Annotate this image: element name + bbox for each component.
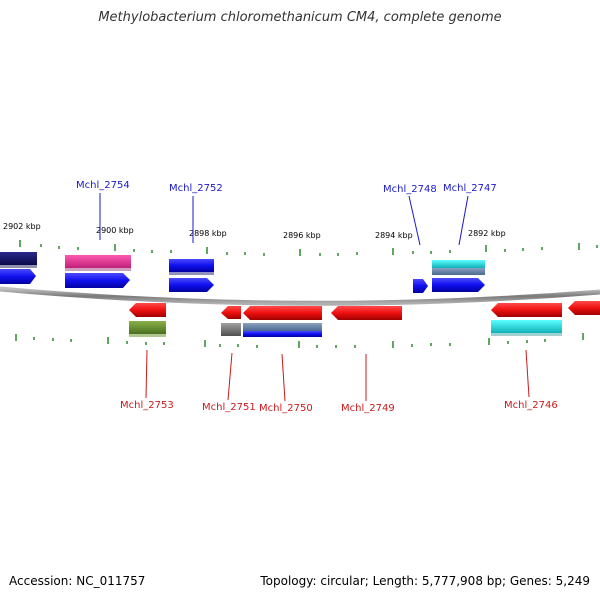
gene-feature[interactable]	[221, 323, 241, 336]
gene-feature-shadow	[0, 265, 37, 268]
gene-feature[interactable]	[0, 269, 36, 284]
gene-label-mchl-2752[interactable]: Mchl_2752	[169, 183, 223, 194]
reverse-leader-lines	[145, 349, 530, 402]
gene-feature[interactable]	[432, 278, 485, 292]
gene-feature[interactable]	[129, 321, 166, 334]
scale-label: 2898 kbp	[189, 229, 227, 238]
gene-mchl-2750[interactable]	[243, 306, 322, 320]
gene-feature[interactable]	[169, 278, 214, 292]
gene-mchl-2752[interactable]	[169, 259, 214, 272]
gene-feature[interactable]	[432, 268, 485, 275]
forward-leader-lines	[99, 193, 469, 246]
upper-tick-track	[19, 240, 598, 256]
gene-label-mchl-2753[interactable]: Mchl_2753	[120, 400, 174, 411]
gene-mchl-2754[interactable]	[65, 255, 131, 268]
gene-feature[interactable]	[65, 273, 130, 288]
map-title: Methylobacterium chloromethanicum CM4, c…	[98, 10, 502, 25]
gene-label-mchl-2754[interactable]: Mchl_2754	[76, 180, 130, 191]
accession-text: Accession: NC_011757	[9, 574, 146, 588]
gene-label-mchl-2751[interactable]: Mchl_2751	[202, 402, 256, 413]
gene-mchl-2751[interactable]	[221, 306, 241, 319]
forward-gene-labels: Mchl_2754 Mchl_2752 Mchl_2748 Mchl_2747	[76, 180, 497, 195]
reverse-strand-features	[129, 301, 600, 337]
reverse-gene-labels: Mchl_2753 Mchl_2751 Mchl_2750 Mchl_2749 …	[120, 400, 558, 414]
gene-feature[interactable]	[491, 320, 562, 333]
gene-mchl-2748[interactable]	[413, 279, 428, 293]
scale-label: 2896 kbp	[283, 231, 321, 240]
gene-feature-shadow	[129, 334, 166, 337]
scale-label: 2894 kbp	[375, 231, 413, 240]
gene-label-mchl-2750[interactable]: Mchl_2750	[259, 403, 313, 414]
gene-label-mchl-2746[interactable]: Mchl_2746	[504, 400, 558, 411]
gene-mchl-2749[interactable]	[331, 306, 402, 320]
gene-feature-shadow	[491, 333, 562, 336]
gene-feature[interactable]	[243, 331, 322, 337]
gene-label-mchl-2748[interactable]: Mchl_2748	[383, 184, 437, 195]
gene-mchl-2746[interactable]	[491, 303, 562, 317]
gene-feature-shadow	[169, 272, 214, 275]
scale-label: 2892 kbp	[468, 229, 506, 238]
scale-labels: 2902 kbp 2900 kbp 2898 kbp 2896 kbp 2894…	[3, 222, 506, 240]
gene-mchl-2747[interactable]	[432, 260, 485, 268]
genome-backbone	[0, 286, 600, 306]
gene-feature[interactable]	[243, 323, 322, 331]
forward-strand-features	[0, 252, 485, 293]
gene-feature-shadow	[65, 268, 131, 271]
scale-label: 2902 kbp	[3, 222, 41, 231]
genome-summary-text: Topology: circular; Length: 5,777,908 bp…	[260, 574, 590, 588]
gene-feature[interactable]	[568, 301, 600, 315]
gene-feature[interactable]	[0, 252, 37, 265]
gene-label-mchl-2747[interactable]: Mchl_2747	[443, 183, 497, 194]
scale-label: 2900 kbp	[96, 226, 134, 235]
lower-tick-track	[15, 333, 584, 348]
gene-label-mchl-2749[interactable]: Mchl_2749	[341, 403, 395, 414]
gene-mchl-2753[interactable]	[129, 303, 166, 317]
